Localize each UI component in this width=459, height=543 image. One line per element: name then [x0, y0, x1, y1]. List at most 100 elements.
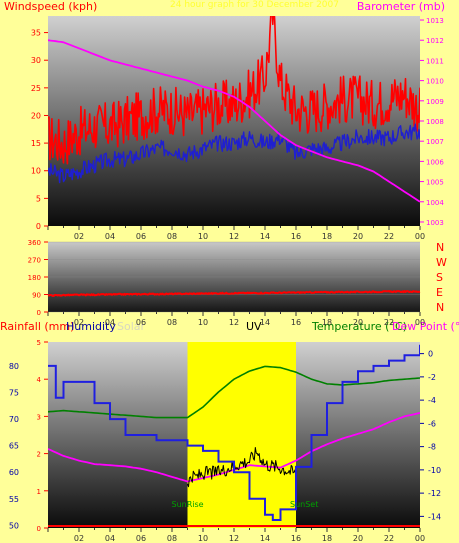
rainfall-tick-label: 3	[37, 413, 41, 421]
rainfall-tick-label: 4	[37, 376, 42, 384]
x-tick-label: 00	[415, 534, 425, 543]
x-tick-label: 16	[291, 232, 301, 241]
humidity-axis-title: Humidity	[66, 320, 116, 333]
barometer-tick-label: 1011	[426, 57, 444, 65]
compass-label: S	[436, 271, 443, 284]
windspeed-average-series	[48, 123, 420, 184]
x-tick-label: 02	[74, 318, 84, 327]
windspeed-tick-label: 30	[31, 56, 41, 65]
x-tick-label: 02	[74, 232, 84, 241]
direction-tick-label: 360	[28, 239, 41, 247]
windspeed-tick-label: 5	[36, 194, 41, 203]
x-tick-label: 22	[384, 232, 394, 241]
humidity-tick-label: 80	[9, 362, 19, 371]
temperature-tick-label: -10	[428, 466, 441, 475]
temperature-axis-title: Temperature (°C)	[312, 320, 407, 333]
daylight-band	[187, 342, 296, 528]
compass-label: N	[436, 301, 444, 314]
rainfall-tick-label: 0	[37, 525, 41, 533]
x-tick-label: 06	[136, 318, 146, 327]
temperature-tick-label: -8	[428, 443, 436, 452]
x-tick-label: 06	[136, 232, 146, 241]
humidity-tick-label: 60	[9, 468, 19, 477]
barometer-tick-label: 1006	[426, 158, 444, 166]
barometer-tick-label: 1004	[426, 199, 444, 207]
x-tick-label: 18	[322, 534, 332, 543]
x-tick-label: 20	[353, 232, 363, 241]
compass-label: W	[436, 256, 447, 269]
x-tick-label: 20	[353, 318, 363, 327]
x-tick-label: 10	[198, 232, 208, 241]
wind-direction-series	[47, 290, 421, 297]
windspeed-tick-label: 15	[31, 139, 41, 148]
x-tick-label: 04	[105, 232, 115, 241]
windspeed-tick-label: 25	[31, 84, 41, 93]
direction-tick-label: 90	[32, 292, 41, 300]
rainfall-tick-label: 1	[37, 488, 41, 496]
temperature-tick-label: -4	[428, 396, 436, 405]
x-tick-label: 02	[74, 534, 84, 543]
humidity-series	[48, 344, 420, 521]
temperature-tick-label: -6	[428, 419, 436, 428]
x-tick-label: 04	[105, 534, 115, 543]
windspeed-tick-label: 20	[31, 111, 41, 120]
x-tick-label: 14	[260, 318, 270, 327]
barometer-tick-label: 1010	[426, 78, 444, 86]
windspeed-gust-series	[48, 16, 420, 165]
sunset-label: SunSet	[290, 500, 318, 509]
rainfall-tick-label: 5	[37, 339, 41, 347]
x-tick-label: 16	[291, 318, 301, 327]
humidity-tick-label: 55	[9, 495, 19, 504]
x-tick-label: 14	[260, 534, 270, 543]
barometer-tick-label: 1003	[426, 219, 444, 227]
x-tick-label: 08	[167, 232, 177, 241]
windspeed-tick-label: 0	[36, 222, 41, 231]
humidity-tick-label: 50	[9, 521, 19, 530]
humidity-tick-label: 75	[9, 388, 19, 397]
dewpoint-axis-title: Dew Point (°C	[392, 320, 459, 333]
x-tick-label: 08	[167, 318, 177, 327]
temperature-tick-label: -2	[428, 373, 436, 382]
rainfall-tick-label: 2	[37, 451, 41, 459]
x-tick-label: 22	[384, 318, 394, 327]
x-tick-label: 00	[415, 318, 425, 327]
x-tick-label: 20	[353, 534, 363, 543]
sunrise-label: SunRise	[172, 500, 204, 509]
barometer-axis-title: Barometer (mb)	[356, 0, 445, 13]
direction-tick-label: 180	[28, 274, 41, 282]
x-tick-label: 12	[229, 232, 239, 241]
humidity-tick-label: 65	[9, 442, 19, 451]
solar-legend-label: Solar	[117, 320, 146, 333]
humidity-tick-label: 70	[9, 415, 19, 424]
windspeed-tick-label: 10	[31, 167, 41, 176]
x-tick-label: 04	[105, 318, 115, 327]
uv-legend-label: UV	[246, 320, 262, 333]
windspeed-tick-label: 35	[31, 29, 41, 38]
temperature-tick-label: 0	[428, 350, 433, 359]
x-tick-label: 16	[291, 534, 301, 543]
direction-tick-label: 0	[37, 309, 41, 317]
temperature-tick-label: -14	[428, 512, 441, 521]
x-tick-label: 18	[322, 318, 332, 327]
barometer-tick-label: 1005	[426, 179, 444, 187]
x-tick-label: 06	[136, 534, 146, 543]
x-tick-label: 12	[229, 534, 239, 543]
temperature-tick-label: -12	[428, 489, 441, 498]
x-tick-label: 14	[260, 232, 270, 241]
barometer-tick-label: 1012	[426, 37, 444, 45]
x-tick-label: 08	[167, 534, 177, 543]
x-tick-label: 10	[198, 318, 208, 327]
x-tick-label: 18	[322, 232, 332, 241]
barometer-tick-label: 1007	[426, 138, 444, 146]
x-tick-label: 00	[415, 232, 425, 241]
graph-date-title: 24 hour graph for 30 December 2007	[170, 0, 339, 10]
compass-label: N	[436, 241, 444, 254]
solar-series	[187, 447, 297, 488]
barometer-tick-label: 1008	[426, 118, 444, 126]
rainfall-axis-title: Rainfall (mm)	[0, 320, 75, 333]
direction-tick-label: 270	[28, 257, 41, 265]
windspeed-axis-title: Windspeed (kph)	[4, 0, 98, 13]
barometer-tick-label: 1013	[426, 17, 444, 25]
